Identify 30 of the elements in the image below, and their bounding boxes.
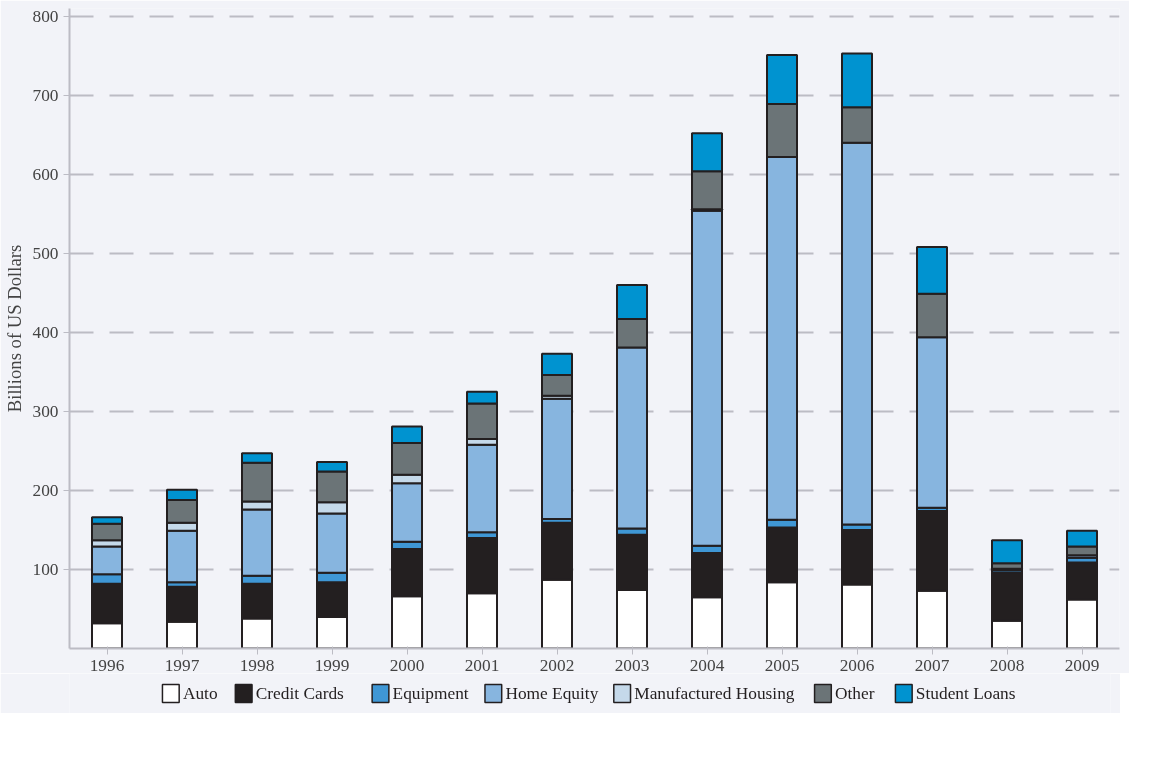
y-tick-label: 600 <box>32 164 59 184</box>
x-tick-label: 2009 <box>1064 655 1100 675</box>
x-tick-label: 1999 <box>314 655 350 675</box>
legend-label: Home Equity <box>505 684 599 703</box>
y-tick-label: 700 <box>32 85 59 105</box>
x-tick-label: 2008 <box>989 655 1025 675</box>
x-tick-label: 2003 <box>614 655 650 675</box>
legend-label: Manufactured Housing <box>634 684 795 703</box>
x-tick-label: 2002 <box>539 655 575 675</box>
y-axis-title: Billions of US Dollars <box>3 244 25 413</box>
y-tick-label: 100 <box>32 559 59 579</box>
legend-label: Equipment <box>392 684 469 703</box>
x-tick-label: 2005 <box>764 655 800 675</box>
legend-label: Credit Cards <box>255 684 345 703</box>
x-tick-label: 1996 <box>89 655 125 675</box>
legend-label: Other <box>835 684 875 703</box>
x-tick-label: 1997 <box>164 655 200 675</box>
x-tick-label: 2004 <box>689 655 725 675</box>
y-tick-label: 400 <box>32 322 59 342</box>
x-tick-label: 2000 <box>389 655 425 675</box>
x-tick-label: 2007 <box>914 655 950 675</box>
legend-label: Student Loans <box>915 684 1016 703</box>
y-tick-label: 200 <box>32 480 59 500</box>
y-tick-label: 800 <box>32 6 59 26</box>
y-tick-label: 500 <box>32 243 59 263</box>
x-tick-label: 2006 <box>839 655 875 675</box>
legend-label: Auto <box>182 684 218 703</box>
y-tick-label: 300 <box>32 401 59 421</box>
x-tick-label: 1998 <box>239 655 275 675</box>
x-tick-label: 2001 <box>464 655 500 675</box>
